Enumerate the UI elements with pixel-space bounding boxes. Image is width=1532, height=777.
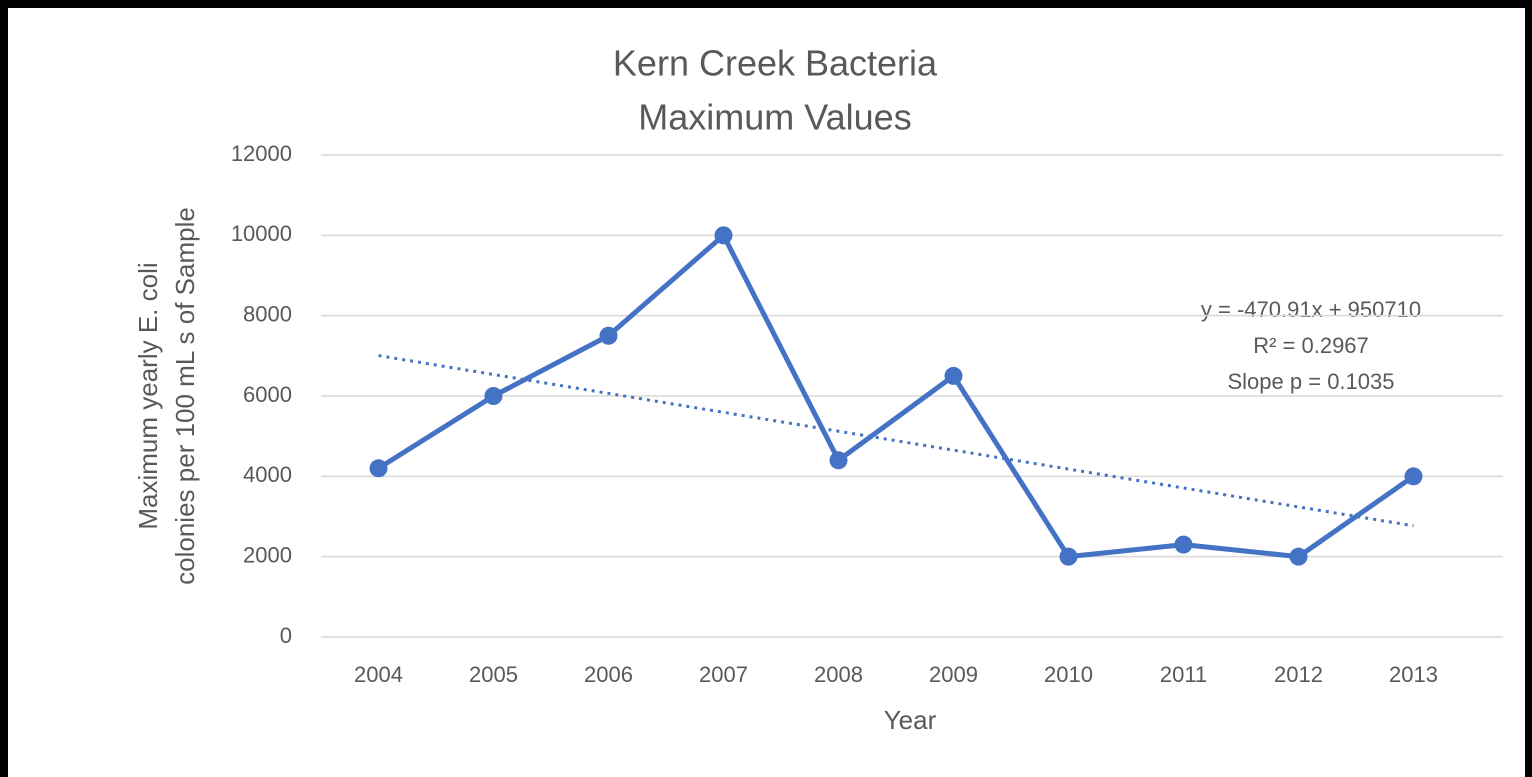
chart-title: Maximum Values: [638, 97, 911, 138]
x-axis-label: Year: [884, 705, 937, 735]
data-point: [599, 326, 618, 345]
data-point: [1059, 547, 1078, 566]
data-point: [944, 366, 963, 385]
x-tick-label: 2009: [929, 662, 978, 687]
y-tick-label: 4000: [243, 462, 292, 487]
data-point: [1404, 467, 1423, 486]
y-axis-label: colonies per 100 mL s of Sample: [170, 207, 200, 585]
data-point: [714, 226, 733, 245]
r-squared: R² = 0.2967: [1253, 333, 1369, 358]
x-tick-label: 2004: [354, 662, 403, 687]
data-point: [1174, 535, 1193, 554]
y-tick-label: 6000: [243, 382, 292, 407]
data-point: [369, 459, 388, 478]
y-tick-label: 8000: [243, 301, 292, 326]
y-axis-label: Maximum yearly E. coli: [133, 262, 163, 529]
x-tick-label: 2010: [1044, 662, 1093, 687]
x-tick-label: 2007: [699, 662, 748, 687]
trendline-equation: y = -470.91x + 950710: [1201, 297, 1421, 322]
chart-background: [8, 8, 1525, 777]
data-point: [1289, 547, 1308, 566]
chart-title: Kern Creek Bacteria: [613, 43, 938, 84]
x-tick-label: 2013: [1389, 662, 1438, 687]
data-point: [484, 387, 503, 405]
x-tick-label: 2012: [1274, 662, 1323, 687]
slope-p: Slope p = 0.1035: [1228, 369, 1395, 394]
y-tick-label: 0: [280, 623, 292, 648]
data-point: [829, 451, 848, 470]
y-tick-label: 2000: [243, 542, 292, 567]
y-tick-label: 10000: [231, 221, 292, 246]
x-tick-label: 2005: [469, 662, 518, 687]
x-tick-label: 2011: [1160, 662, 1207, 687]
trendline: [378, 354, 1414, 528]
x-tick-label: 2006: [584, 662, 633, 687]
data-line: [377, 232, 1415, 560]
y-tick-label: 12000: [231, 141, 292, 166]
x-tick-label: 2008: [814, 662, 863, 687]
